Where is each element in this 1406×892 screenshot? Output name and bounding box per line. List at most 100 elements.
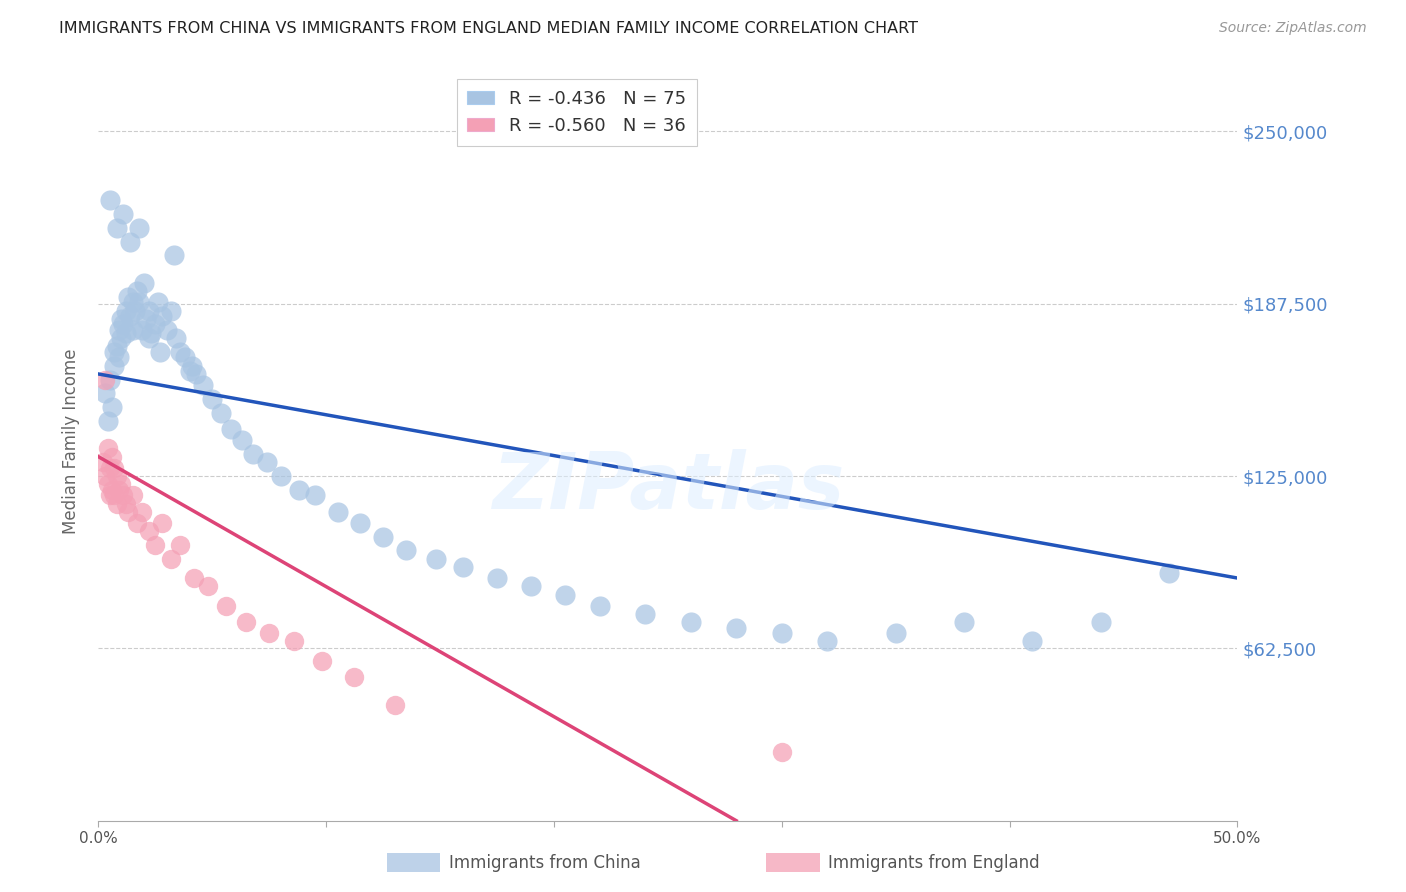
Point xyxy=(139,326,162,340)
Point xyxy=(304,488,326,502)
Point xyxy=(98,194,121,208)
Point xyxy=(128,295,150,310)
Point xyxy=(197,579,219,593)
Point xyxy=(349,516,371,530)
Point xyxy=(120,235,142,249)
Point xyxy=(96,477,118,491)
Point xyxy=(98,460,121,475)
Point xyxy=(588,599,610,613)
Point xyxy=(1021,634,1043,648)
Point xyxy=(162,248,184,262)
Point xyxy=(215,599,238,613)
Text: Source: ZipAtlas.com: Source: ZipAtlas.com xyxy=(1219,21,1367,35)
Point xyxy=(679,615,702,629)
Point xyxy=(311,654,333,668)
Point xyxy=(138,524,160,538)
Point xyxy=(91,455,114,469)
Text: IMMIGRANTS FROM CHINA VS IMMIGRANTS FROM ENGLAND MEDIAN FAMILY INCOME CORRELATIO: IMMIGRANTS FROM CHINA VS IMMIGRANTS FROM… xyxy=(59,21,918,36)
Point xyxy=(94,372,117,386)
Point xyxy=(101,400,124,414)
Point xyxy=(114,497,136,511)
Point xyxy=(201,392,224,406)
Point xyxy=(486,571,509,585)
Point xyxy=(169,345,191,359)
Point xyxy=(425,551,447,566)
Point xyxy=(96,442,118,456)
Point xyxy=(112,488,135,502)
Point xyxy=(112,318,135,332)
Point xyxy=(135,311,157,326)
Point xyxy=(209,406,232,420)
Point xyxy=(884,626,907,640)
Text: Immigrants from China: Immigrants from China xyxy=(449,854,640,871)
Point xyxy=(105,469,128,483)
Point xyxy=(145,318,167,332)
Point xyxy=(112,207,135,221)
Point xyxy=(451,560,474,574)
Point xyxy=(342,670,364,684)
Text: Immigrants from England: Immigrants from England xyxy=(828,854,1040,871)
Point xyxy=(183,571,205,585)
Point xyxy=(186,367,208,381)
Point xyxy=(131,505,153,519)
Point xyxy=(145,538,167,552)
Text: ZIPatlas: ZIPatlas xyxy=(492,449,844,525)
Point xyxy=(138,303,160,318)
Point xyxy=(127,285,149,299)
Point xyxy=(114,303,136,318)
Point xyxy=(94,386,117,401)
Point xyxy=(160,551,183,566)
Point xyxy=(101,450,124,464)
Point xyxy=(371,530,394,544)
Point xyxy=(103,359,125,373)
Point xyxy=(105,497,128,511)
Point xyxy=(108,351,131,365)
Point xyxy=(132,276,155,290)
Point xyxy=(98,488,121,502)
Point xyxy=(103,488,125,502)
Point xyxy=(98,372,121,386)
Point xyxy=(180,359,202,373)
Point xyxy=(149,345,172,359)
Point xyxy=(96,414,118,428)
Point xyxy=(103,460,125,475)
Point xyxy=(634,607,657,621)
Point xyxy=(110,331,132,345)
Point xyxy=(131,323,153,337)
Point xyxy=(94,469,117,483)
Point xyxy=(270,469,292,483)
Point xyxy=(120,309,142,323)
Point xyxy=(117,505,139,519)
Point xyxy=(815,634,838,648)
Point xyxy=(725,621,748,635)
Y-axis label: Median Family Income: Median Family Income xyxy=(62,349,80,534)
Point xyxy=(128,220,150,235)
Point xyxy=(121,323,143,337)
Point xyxy=(1090,615,1112,629)
Point xyxy=(219,422,242,436)
Point xyxy=(1157,566,1180,580)
Point xyxy=(150,516,173,530)
Point xyxy=(193,378,215,392)
Legend: R = -0.436   N = 75, R = -0.560   N = 36: R = -0.436 N = 75, R = -0.560 N = 36 xyxy=(457,79,697,145)
Point xyxy=(770,745,793,759)
Point xyxy=(326,505,349,519)
Point xyxy=(231,433,253,447)
Point xyxy=(242,447,264,461)
Point xyxy=(520,579,543,593)
Point xyxy=(160,303,183,318)
Point xyxy=(146,295,169,310)
Point xyxy=(121,295,143,310)
Point xyxy=(174,351,197,365)
Point xyxy=(117,290,139,304)
Point xyxy=(554,588,576,602)
Point xyxy=(179,364,201,378)
Point xyxy=(138,331,160,345)
Point xyxy=(165,331,187,345)
Point xyxy=(110,477,132,491)
Point xyxy=(108,323,131,337)
Point xyxy=(127,516,149,530)
Point xyxy=(114,326,136,340)
Point xyxy=(235,615,257,629)
Point xyxy=(259,626,281,640)
